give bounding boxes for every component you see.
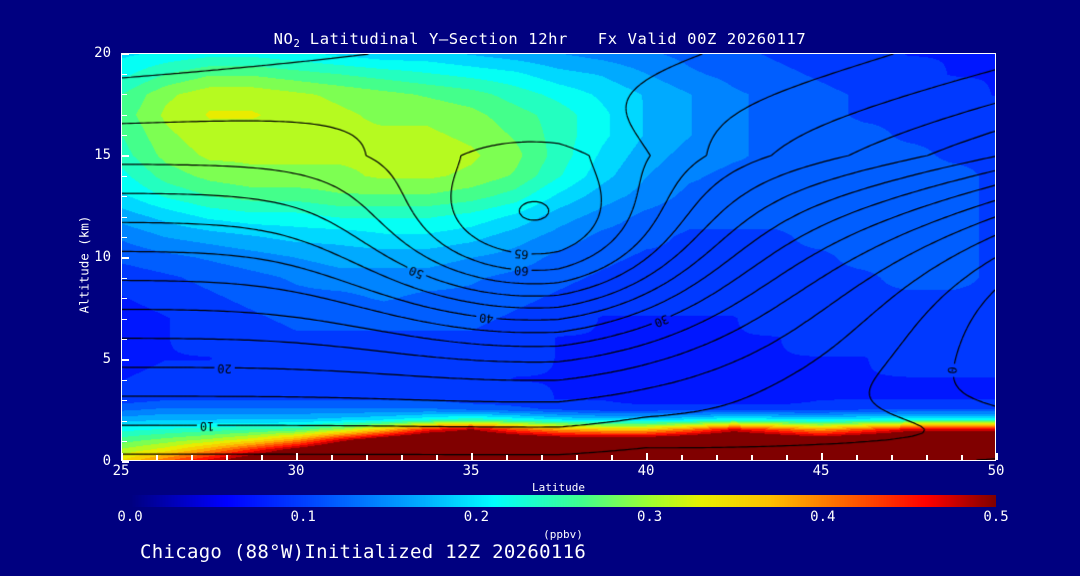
x-axis-tick xyxy=(261,455,263,460)
y-axis-tick xyxy=(122,440,127,443)
y-axis-tick xyxy=(122,420,127,422)
y-axis-tick xyxy=(122,461,129,463)
y-axis-tick xyxy=(122,216,127,218)
x-axis-tick xyxy=(331,455,333,460)
x-tick-label: 40 xyxy=(637,463,655,479)
title-subscript: 2 xyxy=(293,38,300,50)
x-axis-tick xyxy=(786,455,788,460)
y-axis-tick xyxy=(122,73,127,76)
y-axis-tick xyxy=(122,257,129,259)
y-axis-tick xyxy=(122,277,127,280)
colorbar-tick-label: 0.4 xyxy=(810,509,836,525)
y-tick-label: 0 xyxy=(102,453,111,469)
x-tick-label: 35 xyxy=(462,463,480,479)
y-tick-label: 15 xyxy=(94,147,111,163)
x-axis-title: Latitude xyxy=(532,481,585,494)
colorbar-tick-label: 0.3 xyxy=(636,509,663,525)
x-axis-tick xyxy=(751,455,753,460)
figure-caption: Chicago (88°W)Initialized 12Z 20260116 xyxy=(140,541,587,563)
x-axis-tick xyxy=(121,453,123,460)
y-axis-tick xyxy=(122,53,129,55)
x-axis-tick xyxy=(611,455,613,460)
y-axis-tick xyxy=(122,338,127,341)
x-axis-tick xyxy=(191,455,193,460)
x-axis-tick xyxy=(716,455,718,460)
x-axis-tick xyxy=(821,453,823,460)
y-tick-label: 20 xyxy=(94,45,111,61)
x-axis-tick xyxy=(576,455,578,460)
x-axis-tick xyxy=(681,455,683,460)
x-axis-tick xyxy=(156,455,158,460)
x-axis-tick xyxy=(471,453,473,460)
y-axis-tick xyxy=(122,298,127,300)
x-axis-tick xyxy=(856,455,858,460)
colorbar[interactable] xyxy=(130,495,996,507)
title-rest: Latitudinal Y—Section 12hr Fx Valid 00Z … xyxy=(299,30,807,48)
y-axis-tick xyxy=(122,155,129,157)
y-tick-label: 10 xyxy=(94,249,111,265)
x-axis-tick xyxy=(891,455,893,460)
x-axis-tick xyxy=(436,455,438,460)
x-axis-tick xyxy=(996,453,998,460)
y-tick-label: 5 xyxy=(102,351,111,367)
colorbar-tick-label: 0.2 xyxy=(463,509,490,525)
x-axis-tick xyxy=(646,453,648,460)
x-tick-label: 45 xyxy=(812,463,830,479)
contour-lines-overlay xyxy=(122,54,995,460)
colorbar-tick-label: 0.0 xyxy=(117,509,143,525)
y-axis-tick xyxy=(122,400,127,402)
colorbar-tick-label: 0.1 xyxy=(290,509,316,525)
x-tick-label: 30 xyxy=(287,463,305,479)
y-axis-tick xyxy=(122,175,127,178)
x-axis-tick xyxy=(226,455,228,460)
x-tick-label: 25 xyxy=(112,463,130,479)
y-axis-tick xyxy=(122,134,127,137)
x-axis-tick xyxy=(296,453,298,460)
colorbar-tick-label: 0.5 xyxy=(983,509,1009,525)
y-axis-tick xyxy=(122,318,127,320)
y-axis-tick xyxy=(122,114,127,116)
x-axis-tick xyxy=(401,455,403,460)
y-axis-tick xyxy=(122,359,129,361)
x-axis-tick xyxy=(541,455,543,460)
x-axis-tick xyxy=(926,455,928,460)
y-axis-tick xyxy=(122,379,127,382)
title-species: NO xyxy=(273,30,294,48)
y-axis-tick xyxy=(122,94,127,96)
plot-area[interactable] xyxy=(121,53,998,463)
x-tick-label: 50 xyxy=(987,463,1005,479)
y-axis-tick xyxy=(122,236,127,239)
colorbar-gradient xyxy=(130,495,996,507)
x-axis-tick xyxy=(506,455,508,460)
colorbar-units-label: (ppbv) xyxy=(543,528,583,541)
x-axis-tick xyxy=(366,455,368,460)
plot-title: NO2 Latitudinal Y—Section 12hr Fx Valid … xyxy=(0,30,1080,50)
y-axis-tick xyxy=(122,196,127,198)
x-axis-tick xyxy=(961,455,963,460)
